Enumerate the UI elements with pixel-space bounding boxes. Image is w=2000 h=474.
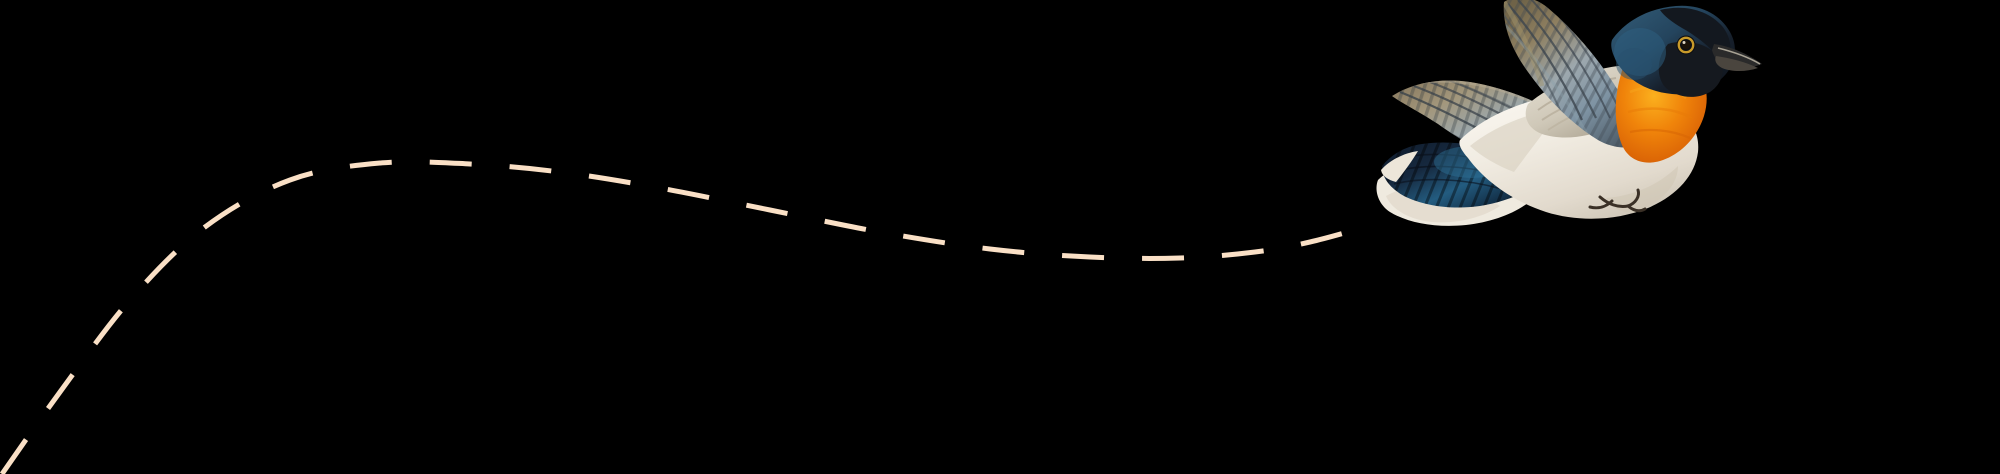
body-lower-shade — [1606, 166, 1678, 213]
bird-head — [1611, 5, 1735, 97]
bird-feet — [1588, 188, 1647, 213]
head-crown — [1660, 7, 1731, 66]
tail-tip-white — [1381, 151, 1418, 182]
flight-path-group — [0, 159, 1363, 474]
dashed-flight-trail — [0, 159, 1363, 474]
bird-eye — [1676, 35, 1696, 55]
nape-blue-sheen — [1616, 48, 1652, 80]
beak-lower — [1715, 56, 1758, 71]
beak-highlight — [1717, 47, 1761, 65]
bird-beak — [1712, 44, 1762, 71]
head-mask — [1658, 41, 1723, 97]
